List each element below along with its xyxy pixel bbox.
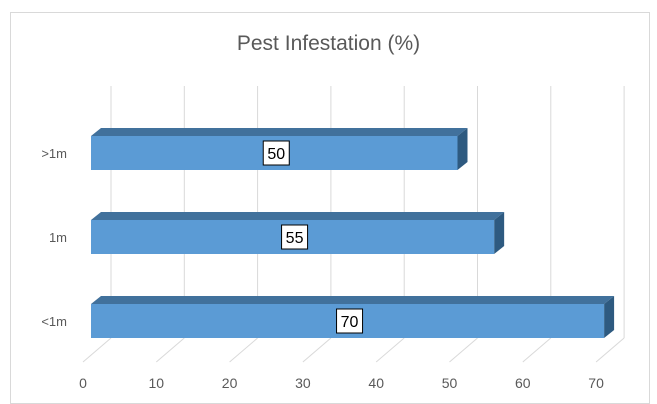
gridline-floor <box>155 337 185 363</box>
bar-side-face <box>494 212 505 254</box>
y-axis-categories: <1m 1m >1m <box>41 146 67 329</box>
bars <box>91 128 615 338</box>
bar-side-face <box>457 128 468 170</box>
data-label-box <box>262 140 290 166</box>
x-axis-ticks: 0 10 20 30 40 50 60 70 <box>79 375 604 391</box>
bar-side-face <box>604 296 615 338</box>
gridline-floor <box>595 337 625 363</box>
data-label-box <box>336 308 364 334</box>
gridline-floor <box>375 337 405 363</box>
x-tick-label: 20 <box>222 375 238 391</box>
category-label: <1m <box>41 314 67 329</box>
bar-top-face <box>91 128 468 136</box>
gridline-floor <box>302 337 332 363</box>
x-tick-label: 30 <box>295 375 311 391</box>
category-label: >1m <box>41 146 67 161</box>
x-tick-label: 40 <box>368 375 384 391</box>
data-label-box <box>281 224 309 250</box>
bar-top-face <box>91 296 615 304</box>
x-tick-label: 60 <box>515 375 531 391</box>
x-tick-label: 0 <box>79 375 87 391</box>
gridline-floor <box>522 337 552 363</box>
x-tick-label: 50 <box>442 375 458 391</box>
chart-title: Pest Infestation (%) <box>236 32 421 55</box>
data-label: 55 <box>286 230 304 247</box>
x-tick-label: 10 <box>149 375 165 391</box>
data-label: 70 <box>341 314 359 331</box>
gridline-floor <box>449 337 478 363</box>
gridline-floor <box>82 337 112 363</box>
data-labels: 70 55 50 <box>262 140 364 334</box>
data-label: 50 <box>267 146 285 163</box>
bar-top-face <box>91 212 505 220</box>
category-label: 1m <box>49 230 67 245</box>
x-tick-label: 70 <box>588 375 604 391</box>
gridline-floor <box>229 337 258 363</box>
